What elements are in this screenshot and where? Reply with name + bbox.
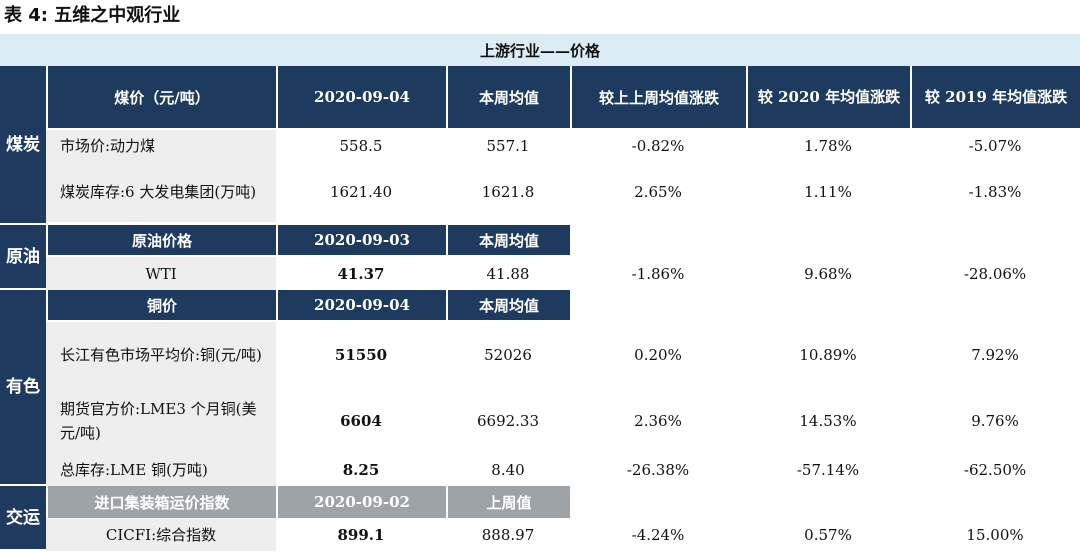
table-row: 总库存:LME 铜(万吨) 8.25 8.40 -26.38% -57.14% … [0, 454, 1080, 486]
wow-change: -4.24% [631, 525, 685, 544]
table-row: 市场价:动力煤 558.5 557.1 -0.82% 1.78% -5.07% [0, 130, 1080, 162]
header-vs-last-week: 较上上周均值涨跌 [570, 66, 746, 130]
vs-2020-change: 9.68% [804, 264, 852, 283]
weekly-avg-value: 41.88 [486, 264, 530, 283]
header-oil-date: 2020-09-03 [276, 225, 446, 257]
wow-change: 2.65% [634, 183, 682, 201]
weekly-avg-value: 6692.33 [476, 412, 540, 430]
vs-2019-change: 15.00% [966, 525, 1024, 544]
header-copper-avg: 本周均值 [446, 290, 570, 322]
table-row: CICFI:综合指数 899.1 888.97 -4.24% 0.57% 15.… [0, 518, 1080, 551]
vs-2020-change: 10.89% [799, 346, 857, 364]
table-row: 煤炭库存:6 大发电集团(万吨) 1621.40 1621.8 2.65% 1.… [0, 162, 1080, 222]
vs-2019-change: -62.50% [963, 461, 1027, 479]
date-value: 41.37 [337, 264, 385, 283]
weekly-avg-value: 557.1 [486, 137, 530, 155]
header-coal-price: 煤价（元/吨） [46, 66, 276, 130]
table-caption: 上游行业——价格 [0, 34, 1080, 66]
header-date: 2020-09-04 [276, 66, 446, 130]
header-oil-price: 原油价格 [46, 225, 276, 257]
weekly-avg-value: 8.40 [491, 461, 525, 479]
caption-row: 上游行业——价格 [0, 34, 1080, 66]
date-value: 6604 [340, 412, 382, 430]
vs-2019-change: -28.06% [963, 264, 1027, 283]
header-vs-2020: 较 2020 年均值涨跌 [746, 66, 910, 130]
header-vs-2019: 较 2019 年均值涨跌 [910, 66, 1080, 130]
coal-header-row: 煤炭 煤价（元/吨） 2020-09-04 本周均值 较上上周均值涨跌 较 20… [0, 66, 1080, 225]
section-metal: 有色 [0, 290, 46, 486]
row-label: 市场价:动力煤 [46, 130, 276, 162]
vs-2020-change: 1.11% [804, 183, 852, 201]
vs-2020-change: 1.78% [804, 137, 852, 155]
weekly-avg-value: 888.97 [481, 525, 535, 544]
header-oil-avg: 本周均值 [446, 225, 570, 257]
industry-price-table: 上游行业——价格 煤炭 煤价（元/吨） 2020-09-04 本周均值 较上上周… [0, 34, 1080, 551]
header-weekly-avg: 本周均值 [446, 66, 570, 130]
date-value: 1621.40 [329, 183, 393, 201]
row-label: 期货官方价:LME3 个月铜(美元/吨) [46, 388, 276, 454]
wow-change: -1.86% [631, 264, 685, 283]
header-container-prev: 上周值 [446, 486, 570, 518]
vs-2020-change: -57.14% [796, 461, 860, 479]
section-coal: 煤炭 [0, 66, 46, 225]
date-value: 8.25 [342, 461, 380, 479]
vs-2019-change: -5.07% [968, 137, 1022, 155]
row-label: 总库存:LME 铜(万吨) [46, 454, 276, 486]
wow-change: -26.38% [626, 461, 690, 479]
row-label: 长江有色市场平均价:铜(元/吨) [46, 322, 276, 388]
header-container-index: 进口集装箱运价指数 [46, 486, 276, 518]
vs-2019-change: -1.83% [968, 183, 1022, 201]
weekly-avg-value: 1621.8 [481, 183, 535, 201]
section-transport: 交运 [0, 486, 46, 551]
row-label: CICFI:综合指数 [46, 518, 276, 551]
vs-2020-change: 0.57% [804, 525, 852, 544]
date-value: 51550 [334, 346, 388, 364]
metal-header-row: 有色 铜价 2020-09-04 本周均值 [0, 290, 1080, 486]
date-value: 558.5 [339, 137, 383, 155]
table-row: 长江有色市场平均价:铜(元/吨) 51550 52026 0.20% 10.89… [0, 322, 1080, 388]
vs-2020-change: 14.53% [799, 412, 857, 430]
table-title: 表 4: 五维之中观行业 [4, 5, 181, 26]
weekly-avg-value: 52026 [484, 346, 532, 364]
header-copper-price: 铜价 [46, 290, 276, 322]
row-label: 煤炭库存:6 大发电集团(万吨) [46, 162, 276, 222]
vs-2019-change: 9.76% [971, 412, 1019, 430]
table-row: WTI 41.37 41.88 -1.86% 9.68% -28.06% [0, 257, 1080, 290]
row-label: WTI [46, 257, 276, 290]
vs-2019-change: 7.92% [971, 346, 1019, 364]
wow-change: 0.20% [634, 346, 682, 364]
wow-change: 2.36% [634, 412, 682, 430]
transport-header-row: 交运 进口集装箱运价指数 2020-09-02 上周值 [0, 486, 1080, 551]
header-container-date: 2020-09-02 [276, 486, 446, 518]
wow-change: -0.82% [631, 137, 685, 155]
date-value: 899.1 [337, 525, 385, 544]
table-row: 期货官方价:LME3 个月铜(美元/吨) 6604 6692.33 2.36% … [0, 388, 1080, 454]
header-copper-date: 2020-09-04 [276, 290, 446, 322]
oil-header-row: 原油 原油价格 2020-09-03 本周均值 [0, 225, 1080, 290]
section-oil: 原油 [0, 225, 46, 290]
